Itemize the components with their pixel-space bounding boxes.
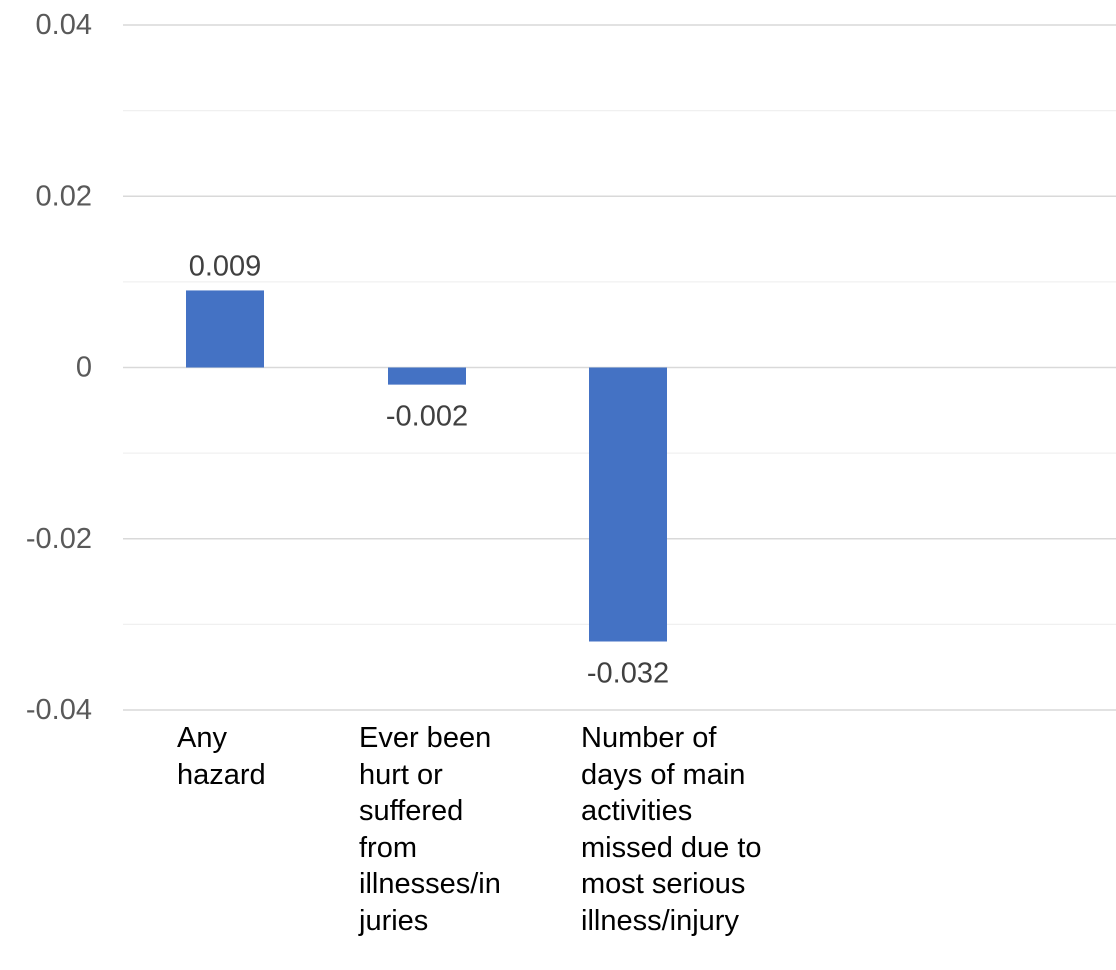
bar-layer — [186, 290, 667, 642]
y-tick-label: 0.02 — [36, 180, 92, 212]
x-category-label: Number of days of main activities missed… — [581, 722, 762, 937]
x-category-label: Any hazard — [177, 722, 266, 791]
y-tick-label: 0.04 — [36, 9, 92, 41]
y-tick-label: -0.04 — [26, 694, 92, 726]
bar — [186, 290, 264, 368]
data-labels: 0.009 -0.002 -0.032 — [189, 250, 669, 689]
x-category-label: Ever been hurt or suffered from illnesse… — [359, 722, 501, 937]
bar — [388, 367, 466, 385]
bar-data-label: 0.009 — [189, 250, 262, 282]
y-axis-tick-labels: 0.04 0.02 0 -0.02 -0.04 — [26, 9, 92, 726]
bar-data-label: -0.002 — [386, 401, 468, 433]
y-tick-label: 0 — [76, 352, 92, 384]
bar — [589, 367, 667, 642]
bar-data-label: -0.032 — [587, 658, 669, 690]
y-tick-label: -0.02 — [26, 523, 92, 555]
